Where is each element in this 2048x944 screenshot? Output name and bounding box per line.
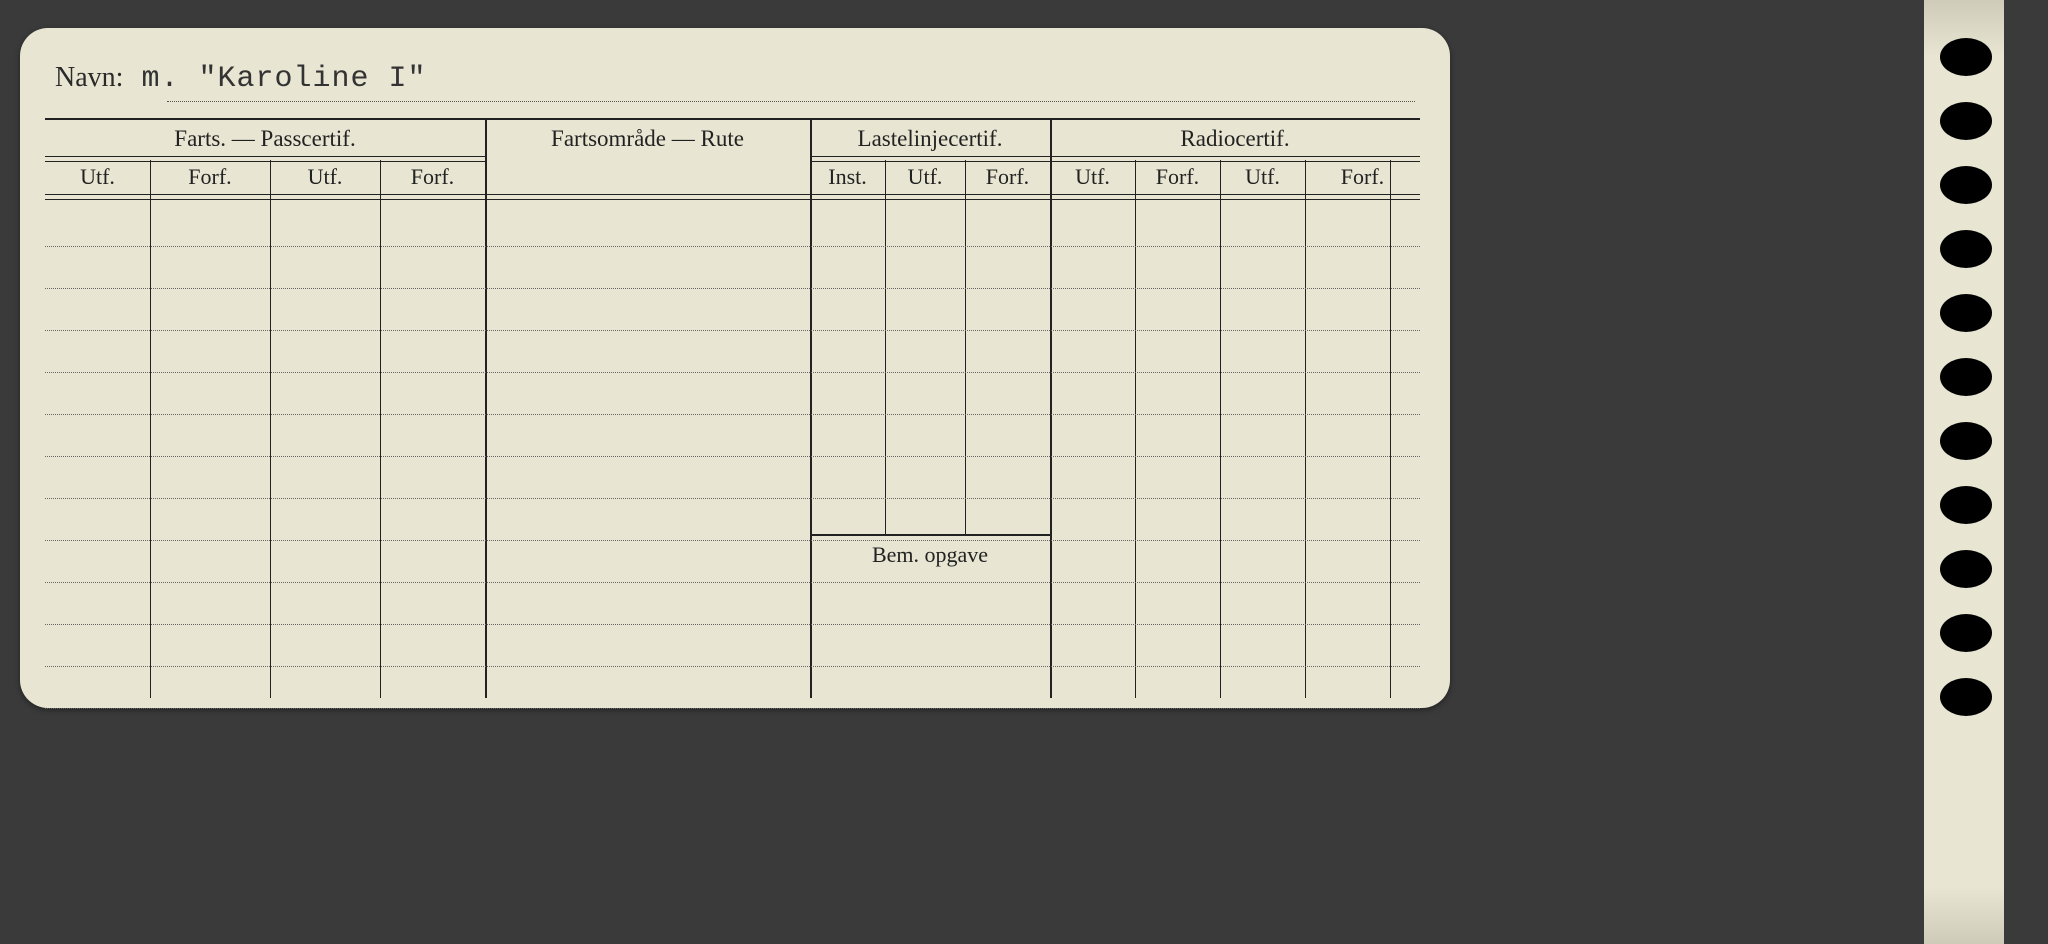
column-divider [1305, 160, 1306, 698]
column-divider [485, 120, 487, 698]
column-divider [1135, 160, 1136, 698]
sub-forf-1: Forf. [150, 164, 270, 190]
bem-label: Bem. opgave [810, 542, 1050, 568]
row-line [45, 246, 1420, 247]
column-divider [380, 160, 381, 698]
punch-hole [1940, 102, 1992, 140]
column-divider [1390, 160, 1391, 698]
column-divider [150, 160, 151, 698]
row-line [45, 624, 1420, 625]
punch-hole [1940, 230, 1992, 268]
name-underline [167, 101, 1415, 102]
row-line [45, 330, 1420, 331]
sub-utf-1: Utf. [45, 164, 150, 190]
sub-utf-2: Utf. [270, 164, 380, 190]
sub-forf-3: Forf. [965, 164, 1050, 190]
row-line [45, 288, 1420, 289]
section-farts: Farts. — Passcertif. [45, 126, 485, 152]
punch-hole [1940, 614, 1992, 652]
punch-hole [1940, 422, 1992, 460]
row-line [45, 540, 1420, 541]
column-divider [1050, 120, 1052, 698]
column-divider [965, 160, 966, 534]
punch-hole [1940, 486, 1992, 524]
name-label: Navn: [55, 62, 123, 94]
punch-strip [1924, 0, 2004, 944]
row-line [45, 666, 1420, 667]
sub-utf-3: Utf. [885, 164, 965, 190]
sub-utf-5: Utf. [1220, 164, 1305, 190]
row-line [45, 708, 1420, 709]
section-radio: Radiocertif. [1050, 126, 1420, 152]
column-divider [270, 160, 271, 698]
column-divider [1220, 160, 1221, 698]
sub-forf-4: Forf. [1135, 164, 1220, 190]
column-divider [810, 120, 812, 698]
name-value: m. "Karoline I" [141, 62, 426, 96]
punch-hole [1940, 358, 1992, 396]
section-laste: Lastelinjecertif. [810, 126, 1050, 152]
row-line [45, 582, 1420, 583]
sub-headers: Utf. Forf. Utf. Forf. Inst. Utf. Forf. U… [45, 160, 1420, 196]
row-line [45, 372, 1420, 373]
punch-hole [1940, 166, 1992, 204]
sub-forf-5: Forf. [1305, 164, 1420, 190]
table-grid: Farts. — Passcertif. Fartsområde — Rute … [45, 120, 1420, 698]
sub-utf-4: Utf. [1050, 164, 1135, 190]
punch-hole [1940, 294, 1992, 332]
sub-forf-2: Forf. [380, 164, 485, 190]
column-divider [885, 160, 886, 534]
sub-inst: Inst. [810, 164, 885, 190]
row-line [45, 456, 1420, 457]
punch-hole [1940, 678, 1992, 716]
dh-sub [45, 194, 1420, 200]
section-headers: Farts. — Passcertif. Fartsområde — Rute … [45, 120, 1420, 158]
punch-hole [1940, 38, 1992, 76]
section-rute: Fartsområde — Rute [485, 126, 810, 152]
row-line [45, 414, 1420, 415]
punch-hole [1940, 550, 1992, 588]
index-card: Navn: m. "Karoline I" Farts. — Passcerti… [20, 28, 1450, 708]
row-line [45, 498, 1420, 499]
bem-divider [810, 534, 1050, 536]
name-row: Navn: m. "Karoline I" [55, 62, 1415, 104]
